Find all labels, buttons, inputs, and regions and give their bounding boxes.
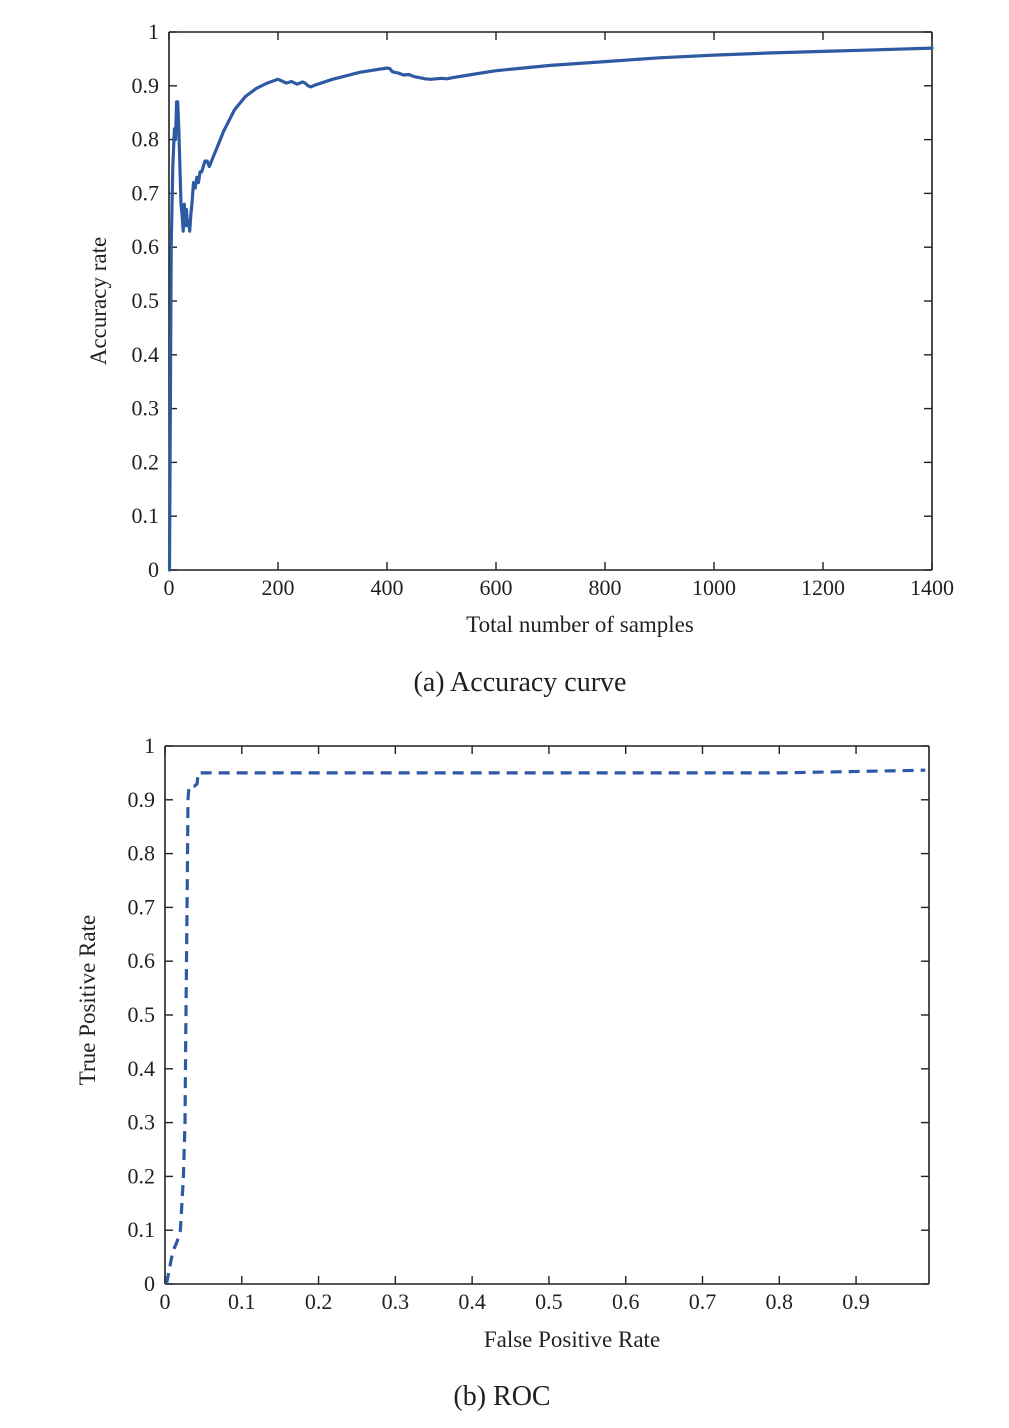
roc-x-tick-label: 0.8 (766, 1289, 794, 1314)
roc-panel: 0 0.1 0.2 0.3 0.4 0.5 0.6 0.7 0.8 0.9 0 0.1 0.2 0.3 0.… (75, 733, 930, 1412)
accuracy-y-tick-label: 0.8 (132, 127, 160, 152)
accuracy-y-tick-label: 0.5 (132, 288, 160, 313)
roc-y-tick-label: 0.9 (128, 787, 156, 812)
roc-ticks: 0 0.1 0.2 0.3 0.4 0.5 0.6 0.7 0.8 0.9 0 0.1 0.2 0.3 0.… (128, 733, 929, 1314)
roc-x-tick-label: 0.4 (458, 1289, 486, 1314)
accuracy-y-tick-label: 1 (148, 19, 159, 44)
accuracy-y-axis-label: Accuracy rate (86, 237, 111, 365)
roc-y-tick-label: 0.3 (128, 1110, 156, 1135)
accuracy-x-tick-label: 400 (371, 575, 404, 600)
roc-y-tick-label: 0.6 (128, 948, 156, 973)
accuracy-y-tick-label: 0.2 (132, 449, 160, 474)
accuracy-y-tick-label: 0.7 (132, 180, 160, 205)
accuracy-x-tick-label: 0 (164, 575, 175, 600)
roc-x-tick-label: 0.1 (228, 1289, 256, 1314)
roc-y-tick-label: 0.5 (128, 1002, 156, 1027)
roc-y-tick-label: 0.8 (128, 841, 156, 866)
roc-y-tick-label: 0 (144, 1271, 155, 1296)
roc-y-tick-label: 0.7 (128, 894, 156, 919)
accuracy-y-tick-label: 0.9 (132, 73, 160, 98)
accuracy-x-tick-label: 200 (262, 575, 295, 600)
accuracy-y-tick-label: 0.4 (132, 342, 160, 367)
roc-x-tick-label: 0.5 (535, 1289, 563, 1314)
accuracy-x-tick-label: 1200 (801, 575, 845, 600)
roc-x-axis-label: False Positive Rate (484, 1327, 660, 1352)
roc-x-tick-label: 0.2 (305, 1289, 333, 1314)
accuracy-y-tick-label: 0.1 (132, 503, 160, 528)
accuracy-x-tick-label: 1400 (910, 575, 954, 600)
accuracy-x-tick-label: 800 (589, 575, 622, 600)
accuracy-ticks: 0 200 400 600 800 1000 1200 1400 0 0.1 0.2 0.3 0.4 0.… (132, 19, 955, 600)
roc-x-tick-label: 0.7 (689, 1289, 717, 1314)
accuracy-y-tick-label: 0.3 (132, 396, 160, 421)
roc-series-line (164, 768, 926, 1285)
roc-x-tick-label: 0.6 (612, 1289, 640, 1314)
roc-y-tick-label: 0.1 (128, 1217, 156, 1242)
roc-x-tick-label: 0.3 (382, 1289, 410, 1314)
roc-x-tick-label: 0 (160, 1289, 171, 1314)
accuracy-caption: (a) Accuracy curve (414, 667, 627, 698)
roc-y-tick-label: 1 (144, 733, 155, 758)
roc-y-axis-label: True Positive Rate (75, 915, 100, 1085)
accuracy-y-tick-label: 0.6 (132, 234, 160, 259)
accuracy-series-line (167, 46, 934, 572)
accuracy-curve-panel: 0 200 400 600 800 1000 1200 1400 0 0.1 0.2 0.3 0.4 0.… (86, 19, 954, 698)
roc-y-tick-label: 0.4 (128, 1056, 156, 1081)
roc-y-tick-label: 0.2 (128, 1163, 156, 1188)
accuracy-x-axis-label: Total number of samples (466, 612, 694, 637)
roc-caption: (b) ROC (453, 1381, 550, 1412)
accuracy-y-tick-label: 0 (148, 557, 159, 582)
accuracy-x-tick-label: 1000 (692, 575, 736, 600)
accuracy-x-tick-label: 600 (480, 575, 513, 600)
roc-x-tick-label: 0.9 (842, 1289, 870, 1314)
